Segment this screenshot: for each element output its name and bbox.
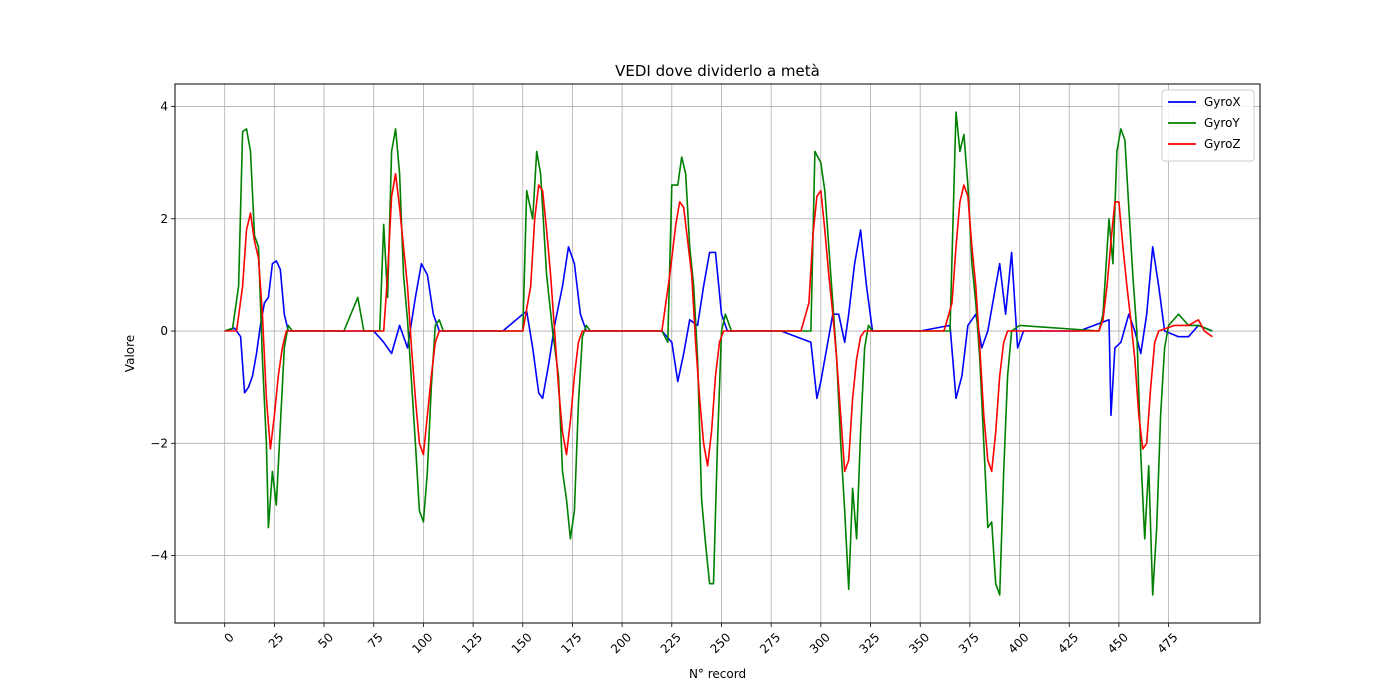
y-tick-label: 4 xyxy=(160,99,168,113)
series-line-gyroz xyxy=(224,173,1213,473)
x-axis-label: N° record xyxy=(689,667,746,681)
chart-title: VEDI dove dividerlo a metà xyxy=(615,62,820,80)
y-tick-label: 0 xyxy=(160,324,168,338)
y-axis-label: Valore xyxy=(123,335,137,372)
plot-frame xyxy=(174,83,1261,624)
legend: GyroX GyroY GyroZ xyxy=(1161,89,1255,162)
legend-label-gyrox: GyroX xyxy=(1204,95,1241,109)
y-tick-label: −2 xyxy=(150,436,168,450)
y-tick-label: 2 xyxy=(160,212,168,226)
y-tick-label: −4 xyxy=(150,549,168,563)
legend-label-gyroz: GyroZ xyxy=(1204,137,1241,151)
legend-label-gyroy: GyroY xyxy=(1204,116,1240,130)
series-layer xyxy=(224,111,1213,596)
